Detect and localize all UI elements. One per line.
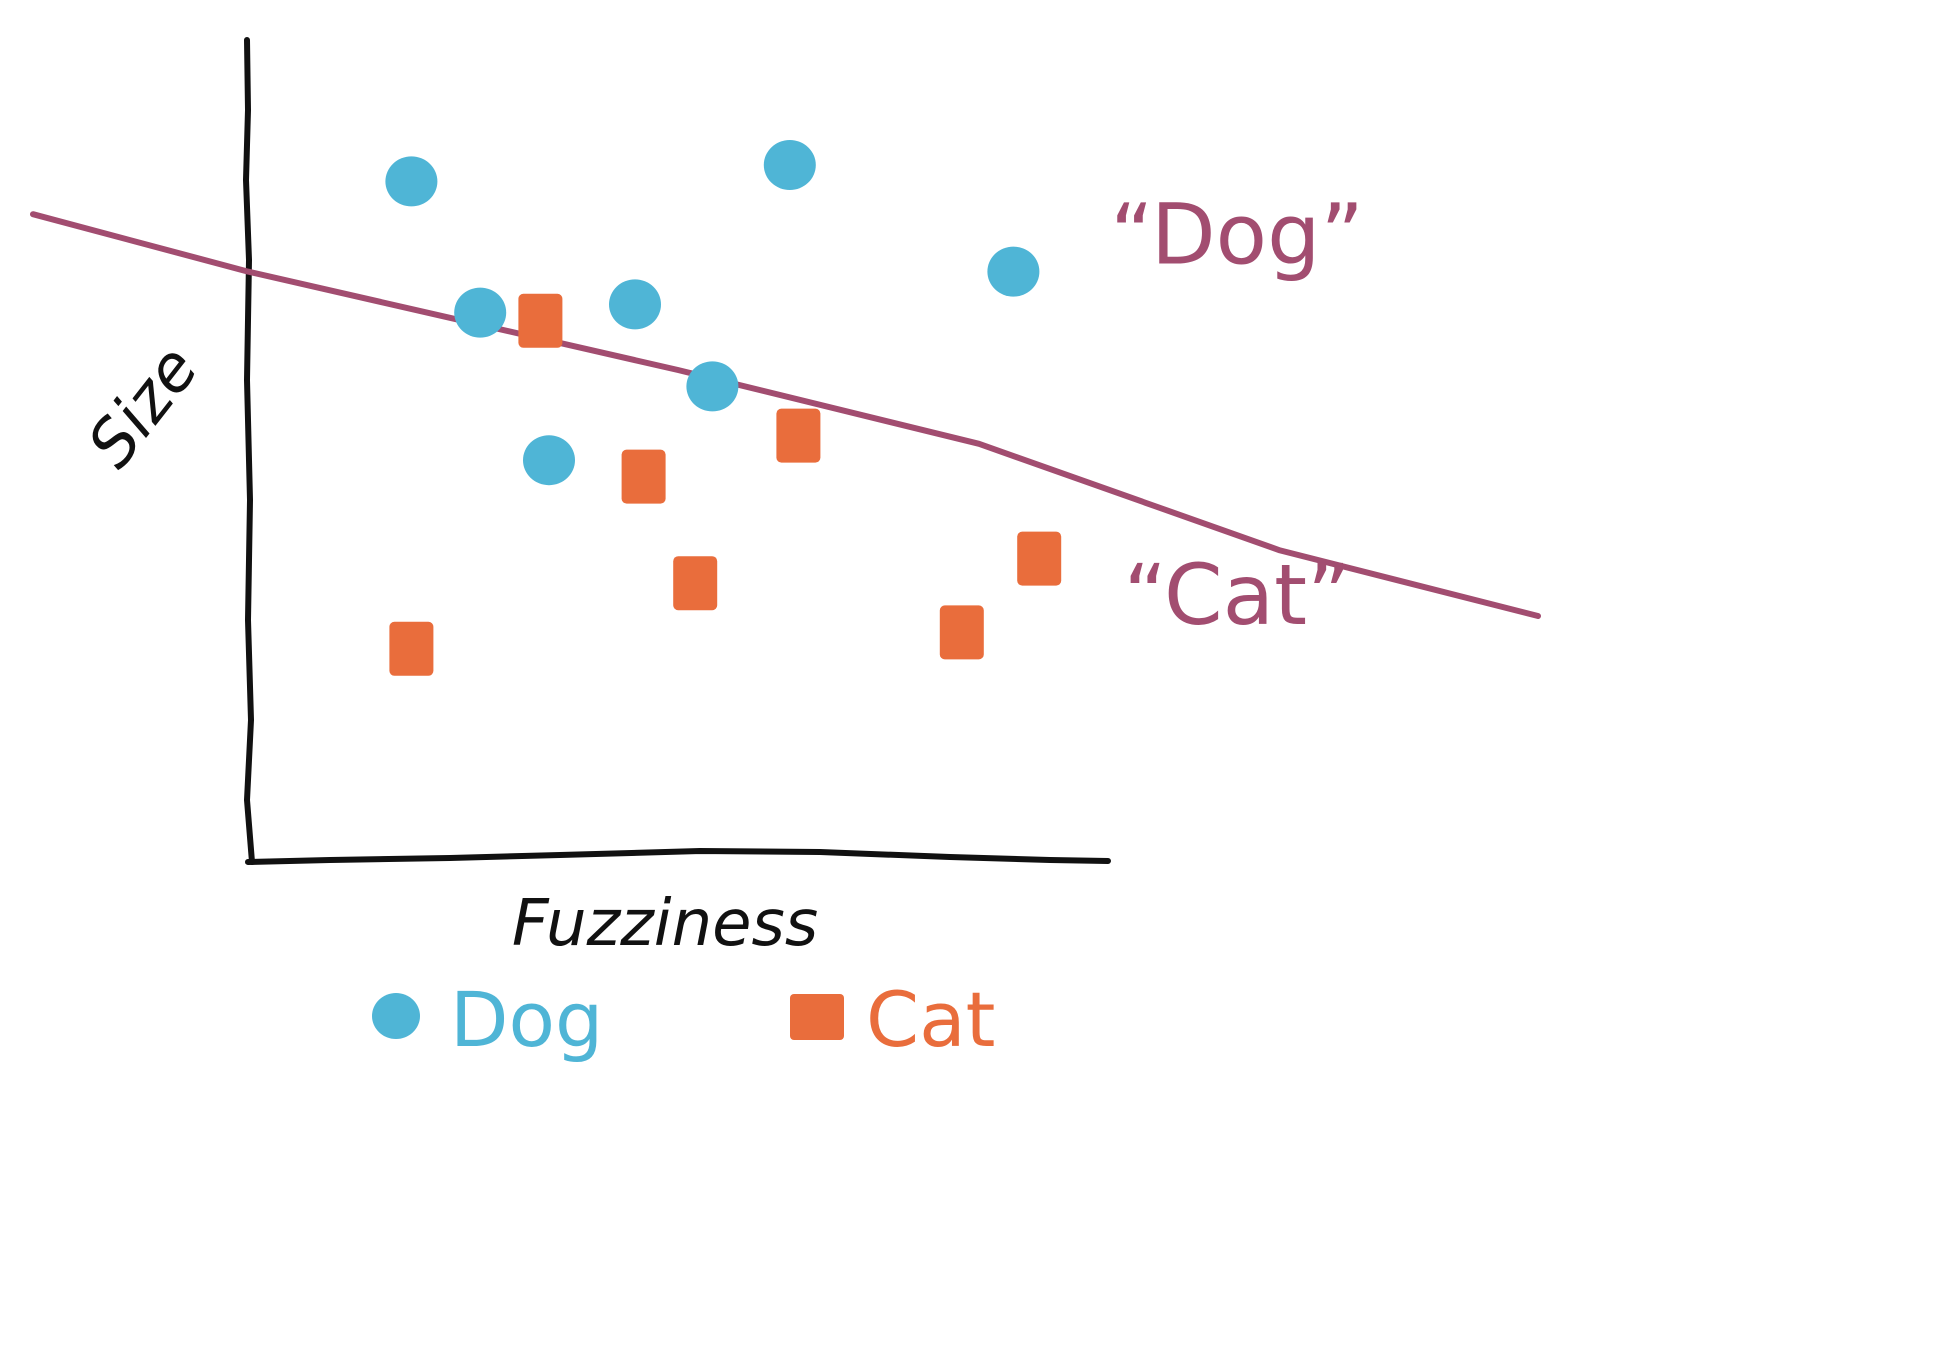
legend-item-dog: Dog bbox=[372, 975, 603, 1064]
y-axis-label: Size bbox=[74, 333, 213, 482]
cat-point-3 bbox=[673, 556, 718, 611]
dog-point-1 bbox=[763, 140, 816, 190]
y-axis-line bbox=[243, 37, 255, 865]
dog-point-6 bbox=[523, 435, 575, 486]
x-axis-line bbox=[245, 848, 1111, 865]
legend: Dog Cat bbox=[372, 975, 995, 1064]
axes bbox=[243, 37, 1111, 865]
cat-point-5 bbox=[939, 605, 984, 660]
dog-point-0 bbox=[385, 156, 438, 207]
cat-point-4 bbox=[1017, 531, 1062, 586]
dog-point-4 bbox=[987, 246, 1040, 297]
legend-cat-label: Cat bbox=[866, 975, 995, 1064]
data-points bbox=[385, 140, 1062, 676]
decision-boundary-line bbox=[30, 211, 1541, 619]
x-axis-label: Fuzziness bbox=[512, 887, 818, 961]
decision-boundary bbox=[30, 211, 1541, 619]
cat-point-2 bbox=[621, 449, 666, 504]
legend-dog-label: Dog bbox=[450, 975, 603, 1064]
chart-labels: Fuzziness Size “Dog” “Cat” bbox=[74, 185, 1364, 961]
cat-point-6 bbox=[389, 621, 434, 676]
legend-item-cat: Cat bbox=[790, 975, 995, 1064]
cat-point-0 bbox=[518, 293, 563, 348]
dog-point-3 bbox=[609, 279, 661, 330]
dog-point-5 bbox=[686, 361, 739, 412]
dog-point-2 bbox=[454, 287, 507, 338]
legend-cat-marker bbox=[790, 994, 844, 1040]
region-label-dog: “Dog” bbox=[1110, 185, 1364, 283]
legend-dog-marker bbox=[372, 993, 420, 1039]
region-label-cat: “Cat” bbox=[1123, 546, 1350, 644]
cat-point-1 bbox=[776, 408, 821, 463]
